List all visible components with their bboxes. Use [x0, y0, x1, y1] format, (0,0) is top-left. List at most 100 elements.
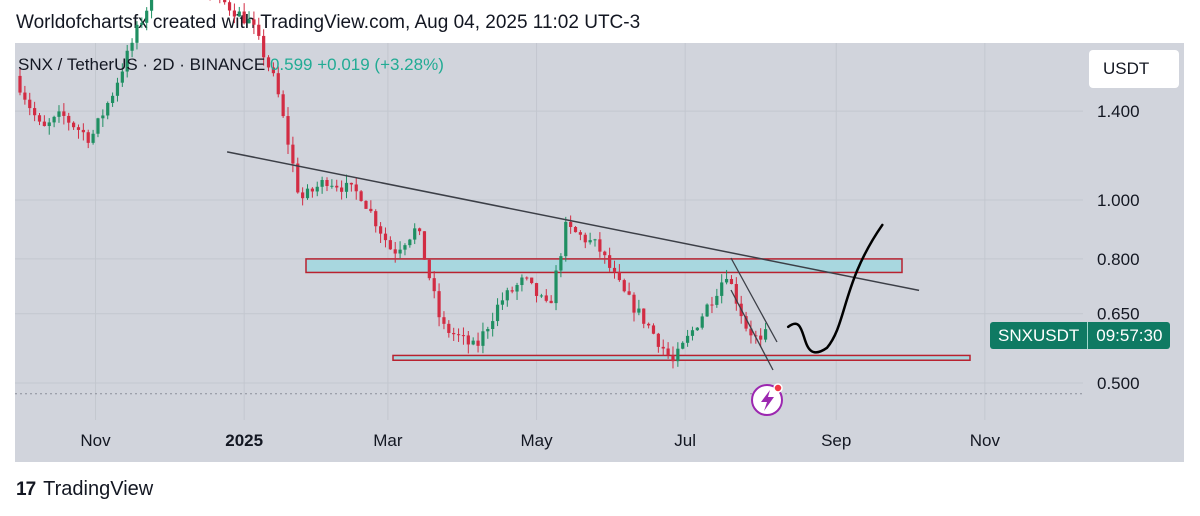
- y-tick-label: 1.400: [1097, 102, 1140, 121]
- candle-body: [700, 316, 704, 328]
- x-tick-label: Nov: [970, 431, 1001, 450]
- candle-body: [242, 11, 246, 24]
- candle-body: [612, 267, 617, 272]
- candle-body: [344, 182, 349, 192]
- candle-body: [86, 132, 90, 143]
- candle-body: [690, 330, 695, 336]
- candle-body: [671, 355, 675, 362]
- candle-body: [637, 308, 641, 313]
- candle-body: [471, 340, 475, 345]
- candle-body: [281, 94, 285, 117]
- candle-body: [705, 304, 709, 317]
- candle-body: [685, 335, 690, 343]
- candle-body: [442, 317, 446, 324]
- candle-body: [374, 211, 378, 227]
- candle-body: [101, 115, 105, 119]
- candle-body: [681, 342, 685, 349]
- candle-body: [729, 278, 734, 285]
- candle-body: [525, 277, 529, 279]
- y-tick-label: 1.000: [1097, 191, 1140, 210]
- candle-body: [447, 323, 451, 333]
- candle-body: [76, 127, 81, 130]
- candle-body: [18, 75, 22, 93]
- candle-body: [461, 335, 466, 337]
- tradingview-logo-icon: 17: [16, 478, 36, 500]
- candle-body: [262, 35, 266, 58]
- currency-button[interactable]: USDT: [1089, 50, 1179, 88]
- candle-body: [427, 259, 431, 279]
- candle-body: [276, 73, 280, 95]
- x-tick-label: Sep: [821, 431, 851, 450]
- candle-body: [81, 129, 85, 133]
- candle-body: [223, 0, 227, 3]
- candle-body: [257, 24, 261, 36]
- candle-body: [37, 115, 42, 122]
- candle-body: [544, 295, 548, 301]
- x-tick-label: Nov: [80, 431, 111, 450]
- wedge-upper-line: [730, 257, 778, 343]
- candle-body: [388, 240, 392, 250]
- candle-body: [622, 280, 626, 292]
- candle-body: [417, 228, 422, 232]
- candle-body: [325, 180, 329, 187]
- candle-body: [754, 335, 758, 337]
- candle-body: [125, 50, 129, 72]
- candle-body: [759, 335, 763, 340]
- candle-body: [378, 226, 383, 234]
- candle-body: [456, 334, 461, 336]
- candle-body: [305, 188, 310, 199]
- candle-body: [720, 282, 724, 296]
- candle-body: [320, 180, 324, 187]
- symbol-legend: SNX / TetherUS · 2D · BINANCE 0.599 +0.0…: [18, 55, 444, 75]
- candle-body: [232, 10, 237, 17]
- candle-body: [398, 249, 402, 254]
- candle-body: [227, 2, 232, 11]
- candle-body: [413, 228, 417, 240]
- candle-body: [578, 232, 582, 235]
- candle-body: [52, 116, 56, 123]
- candle-body: [91, 133, 95, 143]
- candle-body: [539, 295, 544, 297]
- candle-body: [603, 251, 607, 256]
- candle-body: [627, 291, 631, 295]
- candle-body: [271, 67, 275, 74]
- candle-body: [383, 233, 388, 241]
- candle-body: [452, 332, 456, 335]
- candle-body: [72, 122, 76, 128]
- candle-body: [330, 185, 334, 187]
- candle-body: [583, 234, 587, 243]
- candle-body: [510, 290, 514, 292]
- candle-body: [315, 186, 319, 192]
- candle-body: [486, 329, 490, 332]
- candle-body: [296, 163, 300, 193]
- candle-body: [393, 249, 397, 254]
- candle-body: [588, 240, 592, 243]
- candle-body: [466, 335, 470, 345]
- candle-body: [57, 111, 61, 117]
- x-tick-label: 2025: [225, 431, 263, 450]
- candle-body: [647, 323, 651, 326]
- x-tick-label: May: [520, 431, 553, 450]
- candle-body: [237, 11, 241, 17]
- candle-body: [676, 348, 680, 362]
- candle-body: [359, 191, 363, 201]
- candle-body: [310, 188, 314, 192]
- lightning-bolt-icon: [761, 390, 774, 411]
- candle-body: [135, 24, 139, 43]
- resistance-zone: [305, 258, 903, 274]
- candle-body: [286, 116, 290, 145]
- candle-body: [573, 226, 578, 233]
- candle-body: [515, 285, 519, 292]
- candle-body: [96, 118, 100, 134]
- support-zone: [392, 354, 971, 361]
- candle-body: [145, 10, 149, 23]
- candle-body: [130, 42, 134, 51]
- candle-body: [666, 348, 670, 356]
- footer-brand-name: TradingView: [43, 478, 154, 500]
- candle-body: [559, 256, 563, 271]
- chart-attribution: Worldofchartsfx created with TradingView…: [16, 12, 641, 33]
- candle-body: [491, 321, 495, 330]
- candle-body: [432, 278, 436, 292]
- alert-dot: [773, 383, 783, 393]
